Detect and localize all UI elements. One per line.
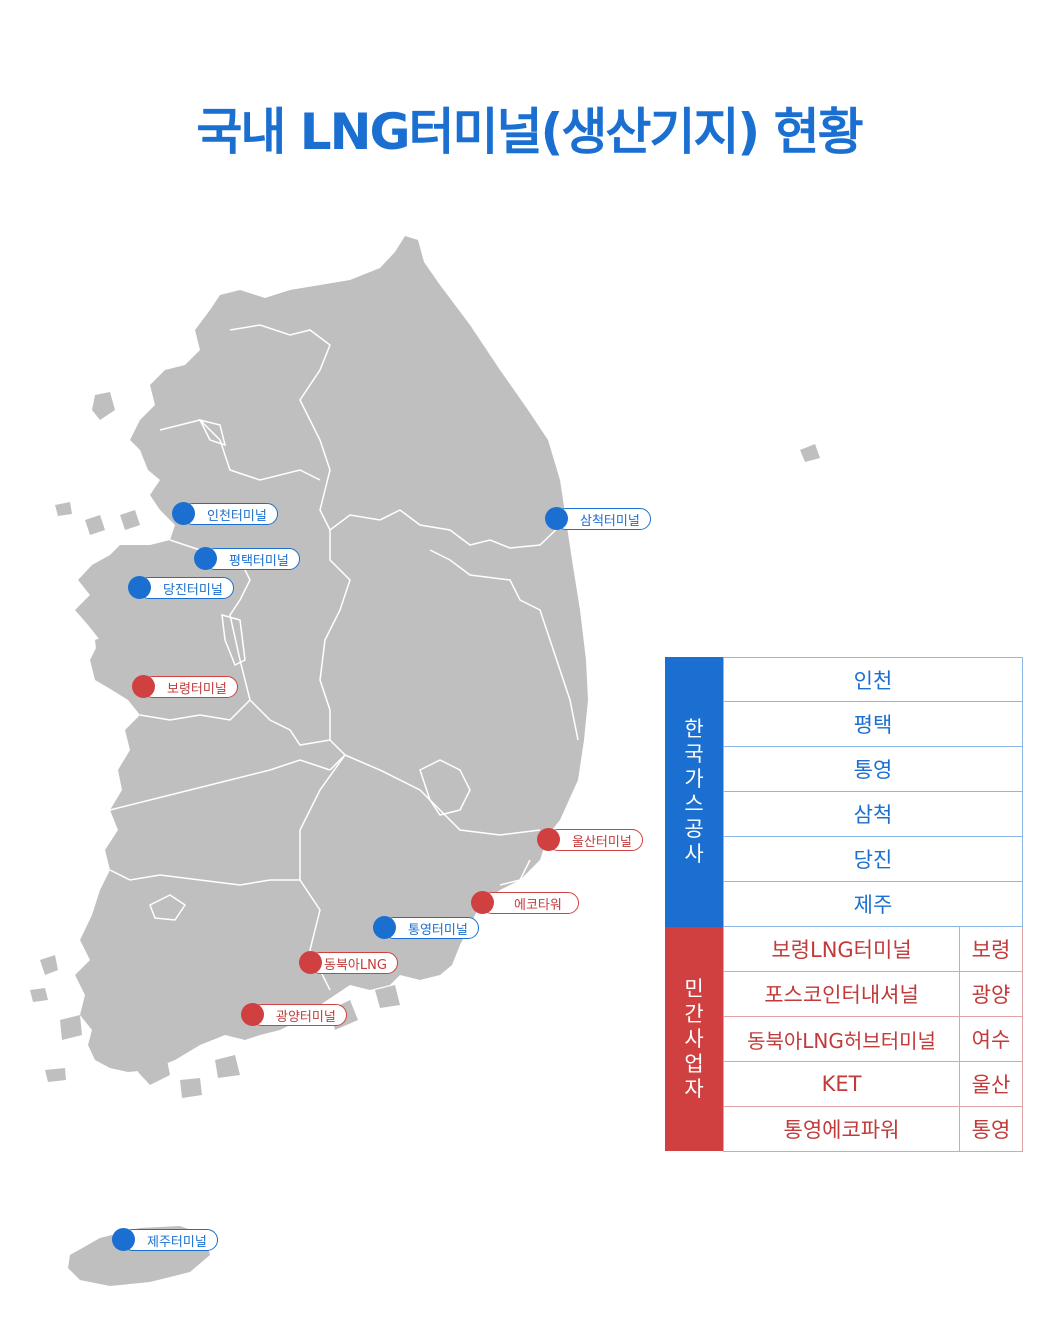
island-shape bbox=[55, 502, 72, 516]
location-dot-icon bbox=[471, 891, 494, 914]
island-shape bbox=[30, 988, 48, 1002]
legend-row: 보령LNG터미널 보령 bbox=[723, 927, 1023, 972]
legend-row: 포스코인터내셔널 광양 bbox=[723, 972, 1023, 1017]
location-dot-icon bbox=[128, 576, 151, 599]
legend-row: 인천 bbox=[723, 657, 1023, 702]
legend-row: 통영 bbox=[723, 747, 1023, 792]
location-dot-icon bbox=[545, 507, 568, 530]
legend-group-private: 민 간 사 업 자 bbox=[665, 927, 723, 1151]
location-dot-icon bbox=[299, 951, 322, 974]
legend-row: 제주 bbox=[723, 882, 1023, 927]
marker-tongyeong[interactable]: 통영터미널 bbox=[373, 916, 479, 939]
legend-row: KET 울산 bbox=[723, 1062, 1023, 1107]
island-shape bbox=[138, 1050, 170, 1085]
marker-boryeong[interactable]: 보령터미널 bbox=[132, 675, 238, 698]
island-shape bbox=[85, 515, 105, 535]
page-title: 국내 LNG터미널(생산기지) 현황 bbox=[196, 103, 863, 161]
location-dot-icon bbox=[537, 828, 560, 851]
legend-row: 동북아LNG허브터미널 여수 bbox=[723, 1017, 1023, 1062]
province-borders bbox=[109, 324, 579, 991]
island-shape bbox=[375, 985, 400, 1008]
location-dot-icon bbox=[172, 502, 195, 525]
location-dot-icon bbox=[132, 675, 155, 698]
mainland-shape bbox=[75, 236, 588, 1072]
location-dot-icon bbox=[194, 547, 217, 570]
island-shape bbox=[215, 1055, 240, 1078]
legend-row: 평택 bbox=[723, 702, 1023, 747]
marker-ecotower[interactable]: 에코타워 bbox=[471, 891, 579, 914]
location-dot-icon bbox=[241, 1003, 264, 1026]
location-dot-icon bbox=[112, 1228, 135, 1251]
island-shape bbox=[180, 1078, 202, 1098]
marker-jeju[interactable]: 제주터미널 bbox=[112, 1228, 218, 1251]
island-shape bbox=[95, 635, 110, 665]
marker-gwangyang[interactable]: 광양터미널 bbox=[241, 1003, 347, 1026]
legend-row: 통영에코파워 통영 bbox=[723, 1107, 1023, 1152]
marker-dangjin[interactable]: 당진터미널 bbox=[128, 576, 234, 599]
island-shape bbox=[120, 510, 140, 530]
legend-row: 당진 bbox=[723, 837, 1023, 882]
marker-samcheok[interactable]: 삼척터미널 bbox=[545, 507, 651, 530]
island-shape bbox=[40, 955, 58, 975]
island-shape bbox=[92, 392, 115, 420]
island-shape bbox=[800, 444, 820, 462]
marker-pyeongtaek[interactable]: 평택터미널 bbox=[194, 547, 300, 570]
island-shape bbox=[45, 1068, 66, 1082]
island-shape bbox=[60, 1015, 82, 1040]
marker-ulsan[interactable]: 울산터미널 bbox=[537, 828, 643, 851]
marker-dongbuk[interactable]: 동북아LNG bbox=[299, 951, 398, 974]
legend-table: 한 국 가 스 공 사 민 간 사 업 자 인천 평택 통영 삼척 당진 제주 … bbox=[665, 657, 1023, 1152]
marker-incheon[interactable]: 인천터미널 bbox=[172, 502, 278, 525]
legend-row: 삼척 bbox=[723, 792, 1023, 837]
legend-group-kogas: 한 국 가 스 공 사 bbox=[665, 657, 723, 927]
location-dot-icon bbox=[373, 916, 396, 939]
